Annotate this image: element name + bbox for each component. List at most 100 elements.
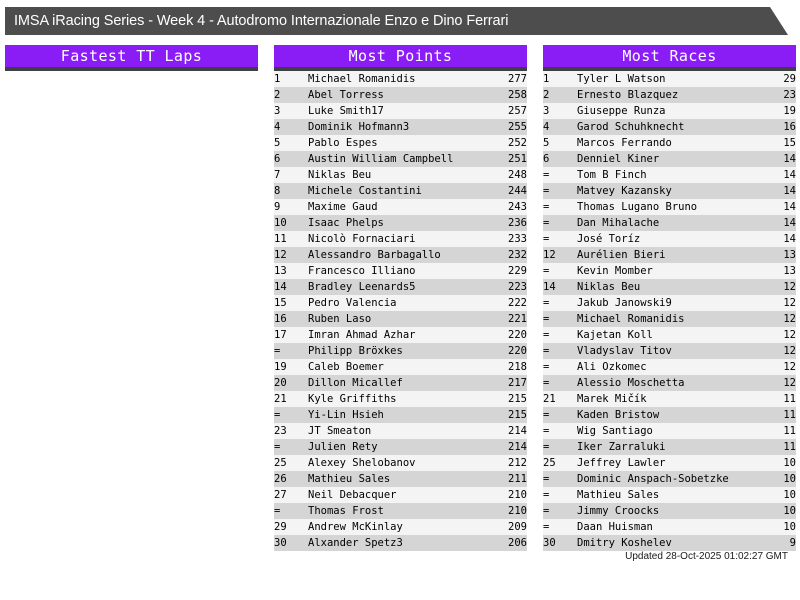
row-driver-name: Michele Costantini — [308, 185, 422, 197]
row-position: = — [543, 489, 550, 501]
row-value: 212 — [508, 457, 527, 469]
row-position: = — [543, 505, 550, 517]
row-driver-name: Imran Ahmad Azhar — [308, 329, 416, 341]
table-row: 11 Nicolò Fornaciari 233 — [274, 231, 527, 247]
row-position: 13 — [274, 265, 287, 277]
row-driver-name: Austin William Campbell — [308, 153, 454, 165]
row-driver-name: Dan Mihalache — [577, 217, 660, 229]
row-position: = — [274, 409, 281, 421]
table-row: 9 Maxime Gaud 243 — [274, 199, 527, 215]
row-driver-name: Isaac Phelps — [308, 217, 384, 229]
row-value: 11 — [783, 425, 796, 437]
row-value: 12 — [783, 345, 796, 357]
row-position: = — [543, 169, 550, 181]
row-position: 21 — [274, 393, 287, 405]
row-position: 4 — [274, 121, 281, 133]
row-position: 5 — [274, 137, 281, 149]
row-value: 9 — [789, 537, 796, 549]
table-row: 4 Garod Schuhknecht 16 — [543, 119, 796, 135]
row-position: = — [543, 409, 550, 421]
row-position: 12 — [274, 249, 287, 261]
row-driver-name: Ruben Laso — [308, 313, 372, 325]
row-driver-name: Tyler L Watson — [577, 73, 666, 85]
row-value: 232 — [508, 249, 527, 261]
table-row: = Jimmy Croocks 10 — [543, 503, 796, 519]
row-position: 15 — [274, 297, 287, 309]
row-driver-name: Jeffrey Lawler — [577, 457, 666, 469]
row-value: 14 — [783, 153, 796, 165]
table-row: = Thomas Lugano Bruno 14 — [543, 199, 796, 215]
row-driver-name: Mathieu Sales — [577, 489, 660, 501]
table-row: 27 Neil Debacquer 210 — [274, 487, 527, 503]
row-value: 210 — [508, 489, 527, 501]
row-position: 10 — [274, 217, 287, 229]
row-position: 16 — [274, 313, 287, 325]
table-row: 1 Michael Romanidis 277 — [274, 71, 527, 87]
table-row: = Ali Ozkomec 12 — [543, 359, 796, 375]
row-value: 13 — [783, 265, 796, 277]
row-value: 251 — [508, 153, 527, 165]
row-position: 7 — [274, 169, 281, 181]
row-position: 25 — [274, 457, 287, 469]
row-driver-name: Abel Torress — [308, 89, 384, 101]
row-value: 257 — [508, 105, 527, 117]
table-body-most-races: 1 Tyler L Watson 29 2 Ernesto Blazquez 23 3 Giu… — [543, 71, 796, 551]
row-driver-name: Denniel Kiner — [577, 153, 660, 165]
row-driver-name: Dillon Micallef — [308, 377, 403, 389]
row-value: 10 — [783, 473, 796, 485]
row-position: 23 — [274, 425, 287, 437]
table-row: 30 Alxander Spetz3 206 — [274, 535, 527, 551]
column-header-most-points: Most Points — [274, 45, 527, 71]
row-value: 211 — [508, 473, 527, 485]
row-driver-name: Aurélien Bieri — [577, 249, 666, 261]
row-driver-name: Daan Huisman — [577, 521, 653, 533]
table-row: = Thomas Frost 210 — [274, 503, 527, 519]
row-driver-name: Jakub Janowski9 — [577, 297, 672, 309]
table-row: 3 Giuseppe Runza 19 — [543, 103, 796, 119]
row-driver-name: Vladyslav Titov — [577, 345, 672, 357]
row-position: 2 — [274, 89, 281, 101]
row-position: 6 — [274, 153, 281, 165]
row-driver-name: Jimmy Croocks — [577, 505, 660, 517]
row-value: 12 — [783, 281, 796, 293]
table-row: 20 Dillon Micallef 217 — [274, 375, 527, 391]
row-driver-name: Dmitry Koshelev — [577, 537, 672, 549]
table-row: 4 Dominik Hofmann3 255 — [274, 119, 527, 135]
table-most-races: 1 Tyler L Watson 29 2 Ernesto Blazquez 23 3 Giu… — [543, 71, 796, 551]
row-driver-name: Dominic Anspach-Sobetzke — [577, 473, 729, 485]
row-driver-name: Julien Rety — [308, 441, 378, 453]
column-fastest-tt-laps: Fastest TT Laps — [5, 45, 258, 551]
row-driver-name: Thomas Frost — [308, 505, 384, 517]
table-row: = Kaden Bristow 11 — [543, 407, 796, 423]
row-position: = — [274, 441, 281, 453]
table-row: 2 Abel Torress 258 — [274, 87, 527, 103]
row-driver-name: Giuseppe Runza — [577, 105, 666, 117]
row-driver-name: Ali Ozkomec — [577, 361, 647, 373]
row-value: 215 — [508, 409, 527, 421]
row-driver-name: Pedro Valencia — [308, 297, 397, 309]
table-row: 30 Dmitry Koshelev 9 — [543, 535, 796, 551]
row-position: 12 — [543, 249, 556, 261]
row-position: 6 — [543, 153, 550, 165]
row-driver-name: Niklas Beu — [308, 169, 372, 181]
row-driver-name: Alexey Shelobanov — [308, 457, 416, 469]
row-driver-name: Michael Romanidis — [308, 73, 416, 85]
row-driver-name: Niklas Beu — [577, 281, 641, 293]
table-row: 23 JT Smeaton 214 — [274, 423, 527, 439]
row-driver-name: Iker Zarraluki — [577, 441, 666, 453]
row-driver-name: Kevin Momber — [577, 265, 653, 277]
row-position: = — [543, 313, 550, 325]
row-driver-name: Alxander Spetz3 — [308, 537, 403, 549]
row-value: 16 — [783, 121, 796, 133]
row-position: 11 — [274, 233, 287, 245]
row-position: 1 — [274, 73, 281, 85]
row-position: 26 — [274, 473, 287, 485]
row-value: 215 — [508, 393, 527, 405]
row-position: = — [543, 473, 550, 485]
row-value: 14 — [783, 201, 796, 213]
row-value: 10 — [783, 457, 796, 469]
table-row: 5 Marcos Ferrando 15 — [543, 135, 796, 151]
row-value: 12 — [783, 297, 796, 309]
row-driver-name: Andrew McKinlay — [308, 521, 403, 533]
table-row: = Kajetan Koll 12 — [543, 327, 796, 343]
